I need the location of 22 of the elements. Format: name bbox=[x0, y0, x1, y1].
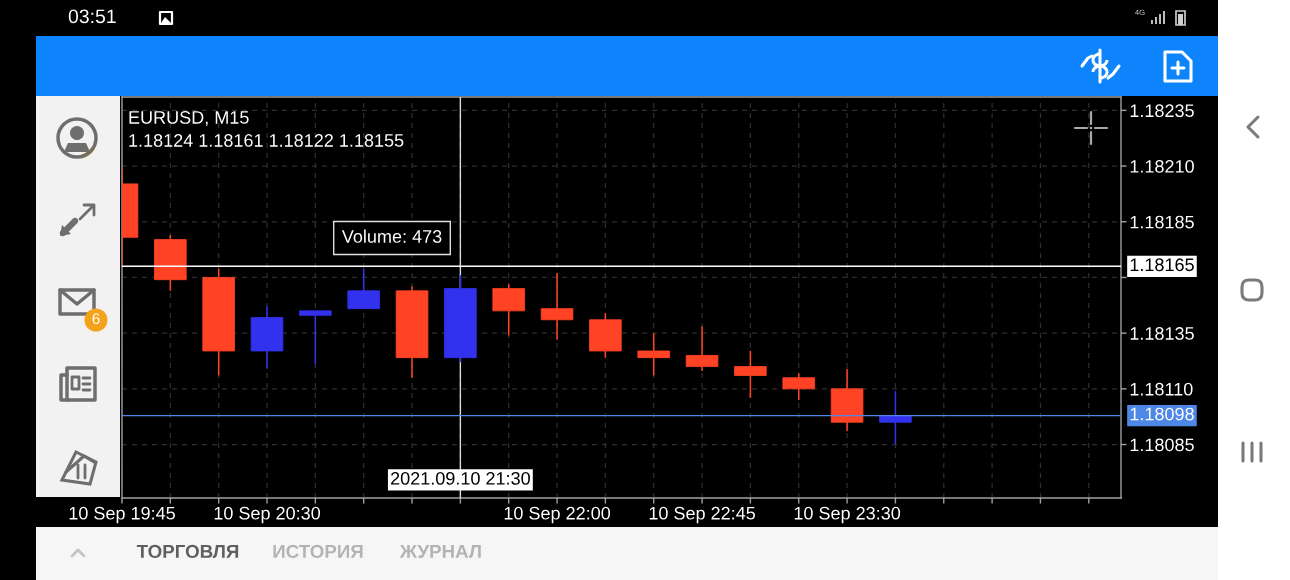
ref-line-label: 1.18098 bbox=[1130, 407, 1194, 421]
y-tick-label: 1.18210 bbox=[1130, 160, 1194, 173]
x-tick-label: 10 Sep 23:30 bbox=[794, 506, 901, 524]
x-tick-label: 10 Sep 22:00 bbox=[504, 506, 611, 524]
text: ЖУРНАЛ bbox=[399, 544, 481, 559]
y-tick-label: 1.18110 bbox=[1130, 382, 1193, 396]
x-tick-label: 10 Sep 19:45 bbox=[69, 506, 175, 524]
text: 03:51 bbox=[68, 9, 116, 24]
text: EURUSD, M15 bbox=[129, 111, 249, 126]
y-tick-label: 1.18135 bbox=[1130, 327, 1194, 340]
text: ИСТОРИЯ bbox=[273, 544, 363, 559]
x-tick-label: 10 Sep 20:30 bbox=[214, 506, 321, 524]
text: 1.18124 1.18161 1.18122 1.18155 bbox=[129, 134, 404, 147]
y-tick-label: 1.18085 bbox=[1130, 438, 1194, 452]
ref-line-label: 1.18165 bbox=[1130, 258, 1194, 272]
text: ТОРГОВЛЯ bbox=[136, 544, 239, 559]
text: 6 bbox=[92, 313, 100, 325]
y-tick-label: 1.18235 bbox=[1130, 104, 1194, 118]
ref-line-label: 2021.09.10 21:30 bbox=[391, 472, 530, 485]
x-tick-label: 10 Sep 22:45 bbox=[649, 506, 756, 524]
annotation: Volume: 473 bbox=[341, 229, 442, 243]
y-tick-label: 1.18185 bbox=[1130, 215, 1194, 229]
